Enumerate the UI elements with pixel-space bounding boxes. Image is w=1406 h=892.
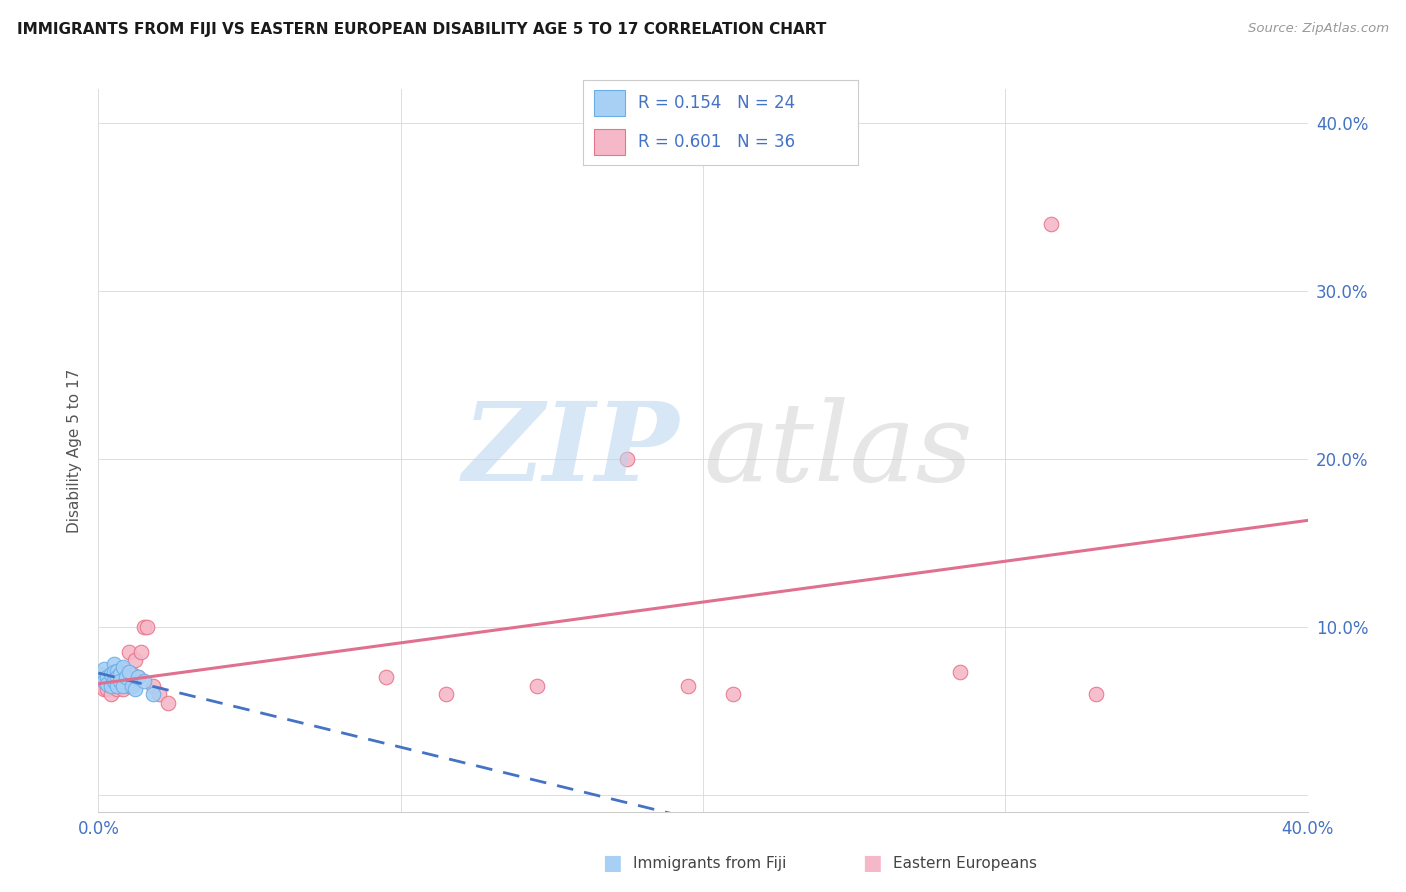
Point — [100, 687, 122, 701]
Point — [1085, 687, 1108, 701]
Point — [90, 673, 112, 688]
Text: Source: ZipAtlas.com: Source: ZipAtlas.com — [1249, 22, 1389, 36]
Text: Eastern Europeans: Eastern Europeans — [893, 856, 1036, 871]
Point — [103, 667, 125, 681]
Point — [103, 679, 125, 693]
Point — [723, 687, 745, 701]
Point — [100, 667, 122, 681]
Point — [118, 665, 141, 680]
Point — [103, 657, 125, 671]
Point — [96, 670, 118, 684]
Point — [105, 670, 128, 684]
Point — [616, 451, 638, 466]
Point — [124, 653, 146, 667]
Point — [111, 681, 134, 696]
Point — [374, 670, 396, 684]
Point — [96, 677, 118, 691]
Point — [103, 665, 125, 680]
Point — [93, 681, 115, 696]
Point — [111, 660, 134, 674]
Point — [434, 687, 457, 701]
Point — [156, 696, 179, 710]
Point — [103, 673, 125, 688]
Point — [118, 679, 141, 693]
Text: Immigrants from Fiji: Immigrants from Fiji — [633, 856, 786, 871]
Point — [142, 679, 165, 693]
Point — [108, 667, 131, 681]
Point — [96, 681, 118, 696]
Point — [108, 673, 131, 688]
Point — [135, 620, 157, 634]
Point — [121, 667, 143, 681]
Point — [124, 681, 146, 696]
Point — [118, 645, 141, 659]
Point — [111, 679, 134, 693]
Point — [121, 679, 143, 693]
Text: ■: ■ — [602, 854, 621, 873]
Point — [129, 645, 152, 659]
Point — [676, 679, 699, 693]
Point — [132, 673, 155, 688]
Point — [1039, 217, 1062, 231]
Point — [93, 662, 115, 676]
Point — [96, 675, 118, 690]
Point — [93, 679, 115, 693]
Text: ■: ■ — [862, 854, 882, 873]
Point — [100, 679, 122, 693]
Text: ZIP: ZIP — [463, 397, 679, 504]
Point — [100, 679, 122, 693]
Point — [105, 664, 128, 678]
Text: IMMIGRANTS FROM FIJI VS EASTERN EUROPEAN DISABILITY AGE 5 TO 17 CORRELATION CHAR: IMMIGRANTS FROM FIJI VS EASTERN EUROPEAN… — [17, 22, 827, 37]
Point — [949, 665, 972, 680]
Point — [90, 667, 112, 681]
Point — [148, 687, 170, 701]
Point — [105, 670, 128, 684]
Y-axis label: Disability Age 5 to 17: Disability Age 5 to 17 — [67, 368, 83, 533]
Point — [114, 673, 136, 688]
Point — [111, 662, 134, 676]
Bar — [595, 90, 624, 116]
Text: atlas: atlas — [703, 397, 973, 504]
Point — [132, 620, 155, 634]
Point — [108, 665, 131, 680]
Point — [114, 670, 136, 684]
Point — [127, 670, 149, 684]
Text: R = 0.601   N = 36: R = 0.601 N = 36 — [638, 133, 796, 151]
Point — [108, 679, 131, 693]
Text: R = 0.154   N = 24: R = 0.154 N = 24 — [638, 95, 796, 112]
Point — [105, 681, 128, 696]
Bar — [595, 129, 624, 155]
Point — [93, 673, 115, 688]
Point — [526, 679, 548, 693]
Point — [127, 670, 149, 684]
Point — [105, 679, 128, 693]
Point — [142, 687, 165, 701]
